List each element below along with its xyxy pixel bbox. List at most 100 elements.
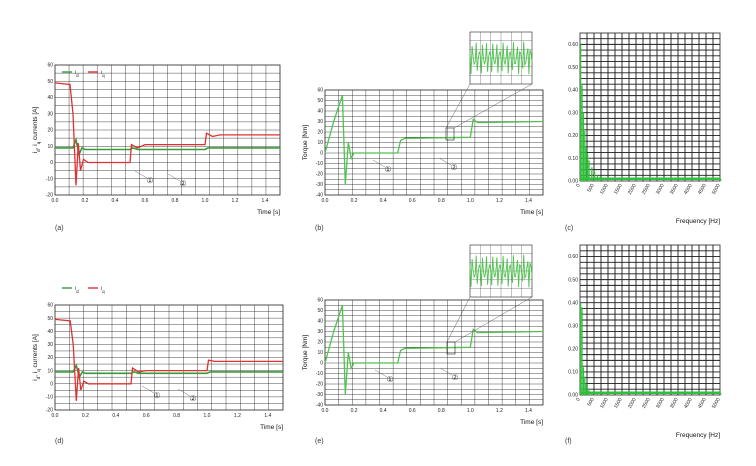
y-tick-label: -10 xyxy=(316,161,323,167)
x-axis-label: Time [s] xyxy=(260,424,283,431)
y-tick-label: 0 xyxy=(50,160,53,166)
y-tick-label: -20 xyxy=(316,172,323,178)
x-tick-label: 0 xyxy=(575,183,582,189)
x-tick-label: 0.0 xyxy=(322,198,329,204)
annotation-marker: ② xyxy=(451,373,458,382)
y-tick-label: -20 xyxy=(316,382,323,388)
y-tick-label: 10 xyxy=(47,368,53,374)
x-tick-label: 4000 xyxy=(683,397,694,410)
annotation-marker: ① xyxy=(386,375,393,384)
y-axis-label: Torque [Nm] xyxy=(302,335,309,371)
panel-label: (e) xyxy=(315,438,324,445)
x-tick-label: 1.2 xyxy=(232,198,239,204)
y-tick-label: -10 xyxy=(46,395,53,401)
y-axis-label: Torque [Nm] xyxy=(302,125,309,161)
y-tick-label: 0.50 xyxy=(568,65,578,71)
y-tick-label: -10 xyxy=(46,176,53,182)
y-tick-label: 0.10 xyxy=(568,370,578,376)
x-tick-label: 2500 xyxy=(641,183,652,196)
x-tick-label: 5000 xyxy=(711,397,722,410)
annotation-marker: ② xyxy=(179,179,186,188)
y-tick-label: 30 xyxy=(47,111,53,117)
y-tick-label: -30 xyxy=(316,182,323,188)
y-tick-label: 0.50 xyxy=(568,277,578,283)
legend-entry: iq xyxy=(101,286,105,294)
annotation-marker: ① xyxy=(146,176,153,185)
y-tick-label: 20 xyxy=(317,130,323,136)
y-tick-label: -30 xyxy=(316,392,323,398)
panel-label: (f) xyxy=(565,438,572,445)
x-tick-label: 1000 xyxy=(599,183,610,196)
x-tick-label: 0.8 xyxy=(438,408,445,414)
panel-label: (a) xyxy=(55,225,64,232)
y-tick-label: 0.60 xyxy=(568,254,578,260)
y-tick-label: 0 xyxy=(320,151,323,157)
y-tick-label: 50 xyxy=(317,308,323,314)
spectrum-bar xyxy=(583,367,584,395)
x-axis-label: Time [s] xyxy=(520,209,543,216)
x-tick-label: 1.0 xyxy=(202,198,209,204)
x-tick-label: 0.6 xyxy=(142,198,149,204)
x-tick-label: 3000 xyxy=(655,397,666,410)
spectrum-bar xyxy=(581,85,582,181)
y-tick-label: 0.30 xyxy=(568,323,578,329)
y-tick-label: 10 xyxy=(317,140,323,146)
x-tick-label: 1.0 xyxy=(467,408,474,414)
y-tick-label: 40 xyxy=(317,319,323,325)
x-tick-label: 0.8 xyxy=(438,198,445,204)
x-tick-label: 2500 xyxy=(641,397,652,410)
y-tick-label: 60 xyxy=(317,88,323,94)
y-tick-label: 10 xyxy=(47,144,53,150)
spectrum-bar xyxy=(580,303,581,395)
x-tick-label: 2000 xyxy=(627,397,638,410)
x-tick-label: 0.4 xyxy=(112,198,119,204)
x-tick-label: 0.2 xyxy=(82,198,89,204)
y-tick-label: 20 xyxy=(47,355,53,361)
panel-label: (d) xyxy=(55,438,64,445)
x-tick-label: 0.6 xyxy=(409,408,416,414)
x-tick-label: 0.0 xyxy=(52,198,59,204)
y-tick-label: 0 xyxy=(50,381,53,387)
y-tick-label: 0.10 xyxy=(568,156,578,162)
spectrum-bar xyxy=(720,179,721,181)
y-tick-label: 0.40 xyxy=(568,300,578,306)
x-tick-label: 0.2 xyxy=(82,413,89,419)
y-tick-label: 40 xyxy=(317,109,323,115)
y-tick-label: 60 xyxy=(47,63,53,69)
x-axis-label: Time [s] xyxy=(520,419,543,426)
x-tick-label: 0 xyxy=(575,397,582,403)
spectrum-bar xyxy=(587,154,588,181)
y-tick-label: -10 xyxy=(316,371,323,377)
x-tick-label: 0.2 xyxy=(351,408,358,414)
legend-entry: id xyxy=(75,286,79,294)
y-tick-label: 0 xyxy=(320,361,323,367)
spectrum-bar xyxy=(580,44,581,181)
spectrum-bar xyxy=(583,113,584,181)
x-tick-label: 3500 xyxy=(669,183,680,196)
x-tick-label: 4500 xyxy=(697,397,708,410)
y-axis-label: id, iq currents [A] xyxy=(32,107,41,154)
y-tick-label: 30 xyxy=(317,329,323,335)
x-tick-label: 1.4 xyxy=(262,198,269,204)
x-tick-label: 1500 xyxy=(613,183,624,196)
x-tick-label: 3500 xyxy=(669,397,680,410)
x-tick-label: 1.2 xyxy=(496,198,503,204)
x-tick-label: 1.2 xyxy=(496,408,503,414)
y-tick-label: 50 xyxy=(317,98,323,104)
x-tick-label: 4000 xyxy=(683,183,694,196)
x-tick-label: 1000 xyxy=(599,397,610,410)
x-tick-label: 0.0 xyxy=(322,408,329,414)
y-tick-label: 50 xyxy=(47,79,53,85)
annotation-marker: ② xyxy=(450,163,457,172)
y-tick-label: 10 xyxy=(317,350,323,356)
y-tick-label: 0.20 xyxy=(568,347,578,353)
y-tick-label: 60 xyxy=(47,303,53,309)
panel-label: (c) xyxy=(565,225,573,232)
x-tick-label: 0.8 xyxy=(173,413,180,419)
